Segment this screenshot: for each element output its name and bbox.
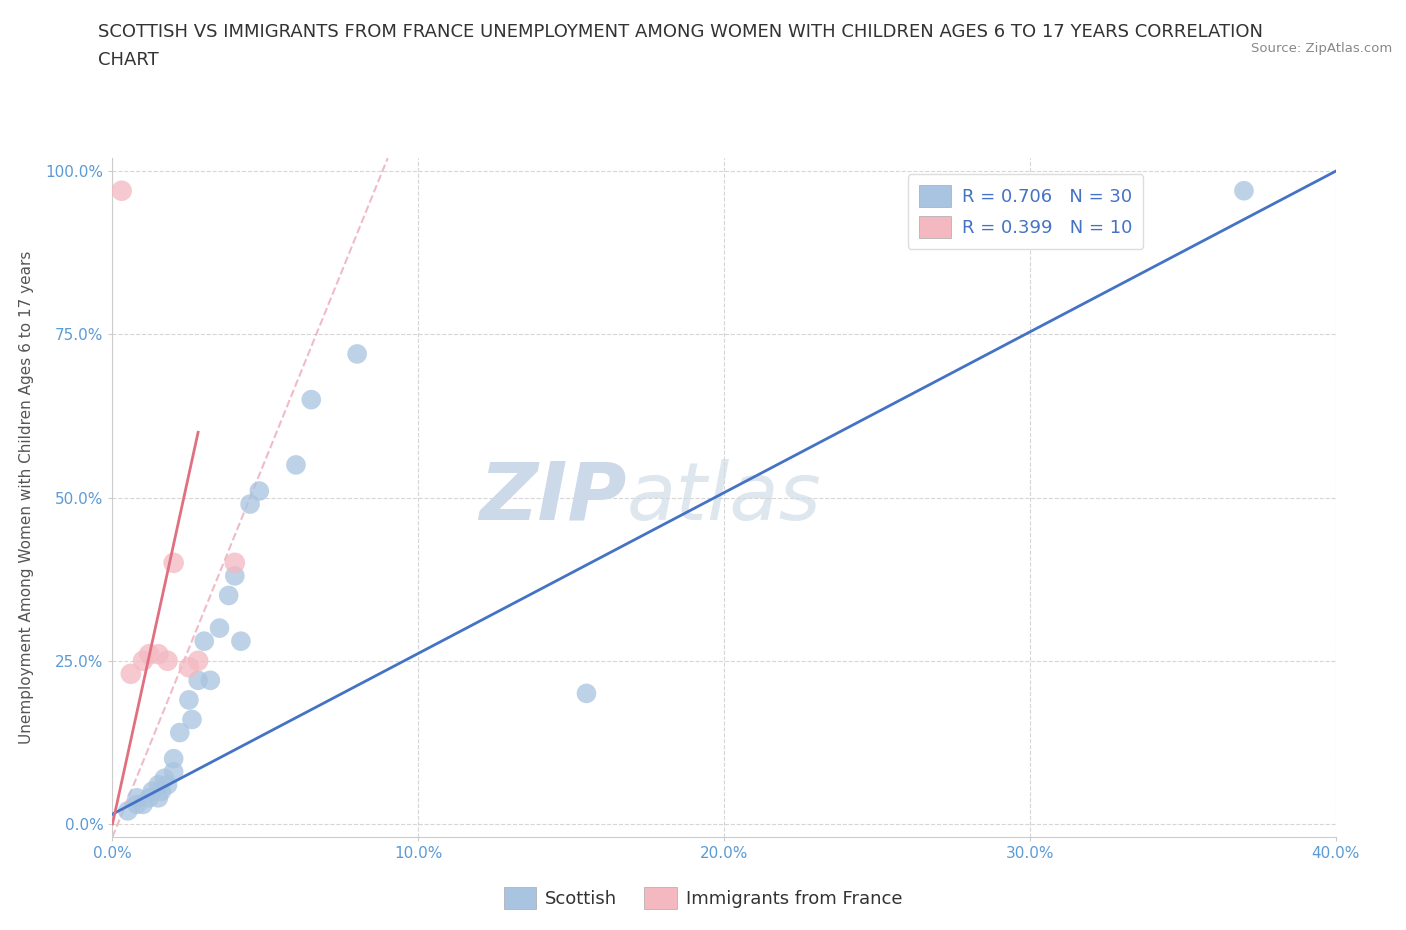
Text: ZIP: ZIP <box>479 458 626 537</box>
Point <box>153 771 176 786</box>
Point <box>111 183 134 198</box>
Point <box>193 633 215 648</box>
Point <box>148 790 170 805</box>
Text: atlas: atlas <box>626 458 821 537</box>
Point <box>156 777 179 792</box>
Point <box>239 497 262 512</box>
Point <box>125 790 148 805</box>
Point <box>247 484 270 498</box>
Point <box>141 784 163 799</box>
Legend: R = 0.706   N = 30, R = 0.399   N = 10: R = 0.706 N = 30, R = 0.399 N = 10 <box>908 174 1143 248</box>
Point <box>150 784 173 799</box>
Point <box>187 653 209 668</box>
Point <box>177 660 200 675</box>
Point <box>1233 183 1256 198</box>
Point <box>284 458 308 472</box>
Point <box>208 620 231 635</box>
Point <box>148 646 170 661</box>
Point <box>224 568 246 583</box>
Point <box>575 686 598 701</box>
Point <box>125 797 148 812</box>
Point <box>177 693 200 708</box>
Point <box>181 712 204 727</box>
Point <box>163 555 186 570</box>
Point <box>117 804 139 818</box>
Point <box>224 555 246 570</box>
Point <box>148 777 170 792</box>
Legend: Scottish, Immigrants from France: Scottish, Immigrants from France <box>496 880 910 916</box>
Point <box>156 653 179 668</box>
Point <box>169 725 191 740</box>
Point <box>200 673 222 688</box>
Point <box>346 347 368 362</box>
Point <box>138 790 160 805</box>
Point <box>163 764 186 779</box>
Point <box>299 392 322 407</box>
Y-axis label: Unemployment Among Women with Children Ages 6 to 17 years: Unemployment Among Women with Children A… <box>20 251 34 744</box>
Point <box>132 653 155 668</box>
Point <box>132 797 155 812</box>
Text: Source: ZipAtlas.com: Source: ZipAtlas.com <box>1251 42 1392 55</box>
Point <box>218 588 240 603</box>
Point <box>163 751 186 766</box>
Text: CHART: CHART <box>98 51 159 69</box>
Point <box>187 673 209 688</box>
Text: SCOTTISH VS IMMIGRANTS FROM FRANCE UNEMPLOYMENT AMONG WOMEN WITH CHILDREN AGES 6: SCOTTISH VS IMMIGRANTS FROM FRANCE UNEMP… <box>98 23 1264 41</box>
Point <box>138 646 160 661</box>
Point <box>120 667 142 682</box>
Point <box>229 633 252 648</box>
